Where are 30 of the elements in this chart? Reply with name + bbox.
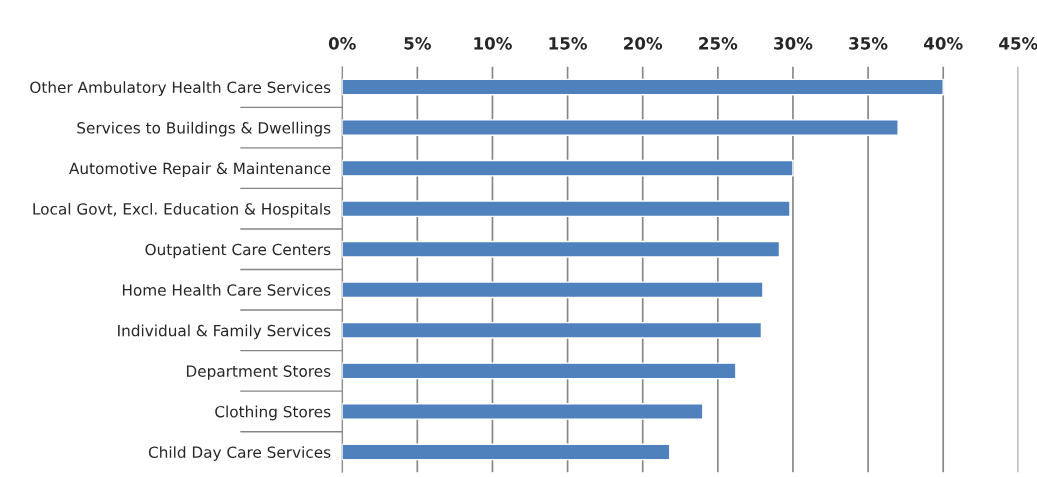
- y-tick-label: Other Ambulatory Health Care Services: [30, 81, 331, 97]
- x-tick-label: 5%: [404, 37, 431, 50]
- bar: [342, 159, 794, 177]
- bar: [342, 403, 704, 420]
- bar: [342, 281, 764, 299]
- bar: [342, 362, 737, 380]
- bar: [342, 240, 781, 258]
- x-tick-label: 25%: [699, 37, 738, 50]
- y-tick-label: Department Stores: [186, 365, 331, 380]
- x-tick-label: 30%: [774, 37, 813, 50]
- bar: [342, 200, 791, 218]
- x-tick-label: 35%: [849, 37, 888, 50]
- y-tick-label: Automotive Repair & Maintenance: [69, 162, 331, 178]
- x-tick-label: 10%: [474, 37, 512, 50]
- y-tick-label: Services to Buildings & Dwellings: [77, 121, 331, 137]
- bar: [342, 119, 899, 136]
- y-tick-label: Outpatient Care Centers: [145, 243, 331, 259]
- bar: [342, 78, 944, 96]
- bar: [342, 321, 763, 339]
- y-tick-label: Clothing Stores: [215, 405, 331, 421]
- y-tick-label: Child Day Care Services: [148, 446, 331, 461]
- y-tick-label: Home Health Care Services: [122, 283, 331, 296]
- y-tick-label: Local Govt, Excl. Education & Hospitals: [33, 202, 331, 218]
- bar: [342, 443, 671, 461]
- x-tick-label: 20%: [624, 37, 663, 50]
- y-tick-label: Individual & Family Services: [118, 324, 331, 340]
- x-tick-label: 15%: [549, 37, 587, 50]
- x-tick-label: 0%: [328, 37, 356, 50]
- x-tick-label: 40%: [924, 37, 963, 50]
- x-tick-label: 45%: [999, 37, 1037, 50]
